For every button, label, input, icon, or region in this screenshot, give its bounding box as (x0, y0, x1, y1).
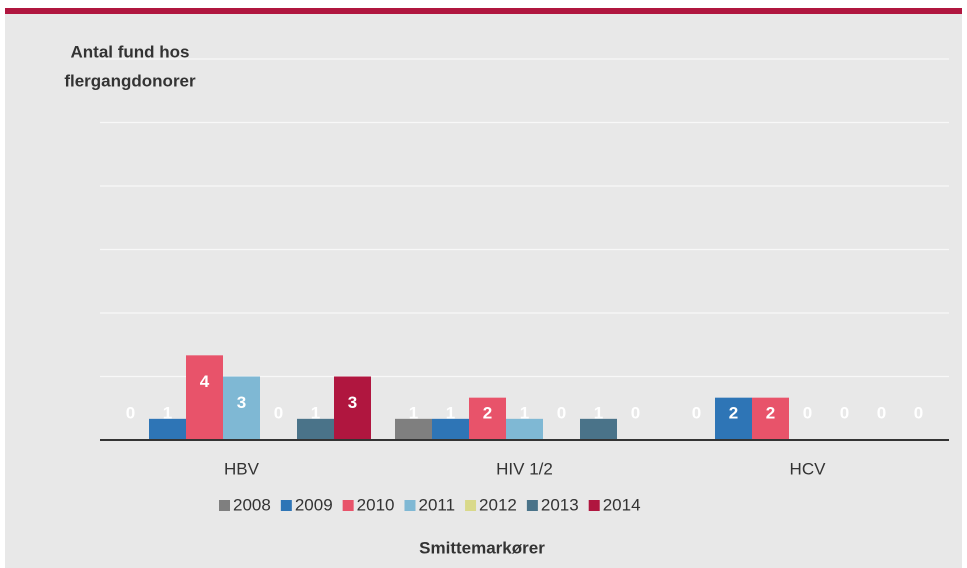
legend-label: 2008 (233, 495, 271, 514)
bar (149, 418, 186, 440)
bar (506, 418, 543, 440)
data-label: 0 (126, 403, 135, 422)
data-label: 3 (237, 393, 246, 412)
bar (223, 376, 260, 440)
x-tick-label: HCV (790, 459, 827, 478)
x-axis-title: Smittemarkører (419, 538, 545, 557)
data-label: 3 (348, 393, 357, 412)
x-tick-label: HIV 1/2 (496, 459, 553, 478)
data-label: 0 (557, 403, 566, 422)
legend-label: 2013 (541, 495, 579, 514)
legend-swatch (465, 500, 477, 511)
data-label: 0 (840, 403, 849, 422)
legend-swatch (280, 500, 292, 511)
legend-swatch (342, 500, 354, 511)
data-label: 1 (163, 403, 172, 422)
data-label: 1 (594, 403, 603, 422)
data-label: 4 (200, 372, 210, 391)
data-label: 2 (766, 403, 775, 422)
data-label: 0 (803, 403, 812, 422)
y-axis-title: Antal fund hos (71, 42, 190, 61)
data-label: 0 (692, 403, 701, 422)
data-label: 0 (631, 403, 640, 422)
bar (580, 418, 617, 440)
top-banner (5, 8, 962, 14)
legend-swatch (404, 500, 416, 511)
data-label: 1 (409, 403, 418, 422)
data-label: 1 (446, 403, 455, 422)
legend-label: 2014 (603, 495, 641, 514)
legend-label: 2011 (418, 495, 455, 514)
data-label: 2 (483, 403, 492, 422)
bar (297, 418, 334, 440)
legend-swatch (588, 500, 600, 511)
bar (432, 418, 469, 440)
data-label: 1 (311, 403, 320, 422)
data-label: 1 (520, 403, 529, 422)
bar (186, 355, 223, 440)
legend-swatch (526, 500, 538, 511)
y-axis-title: flergangdonorer (64, 71, 196, 90)
legend-swatch (219, 500, 230, 511)
data-label: 0 (877, 403, 886, 422)
data-label: 2 (729, 403, 738, 422)
bar (395, 418, 432, 440)
data-label: 0 (914, 403, 923, 422)
bar (334, 376, 371, 440)
bar (752, 397, 789, 440)
bar (715, 397, 752, 440)
bar (469, 397, 506, 440)
data-label: 0 (274, 403, 283, 422)
x-tick-label: HBV (224, 459, 260, 478)
legend-label: 2010 (357, 495, 395, 514)
chart-background (5, 10, 962, 568)
legend-label: 2012 (479, 495, 517, 514)
legend-label: 2009 (295, 495, 333, 514)
